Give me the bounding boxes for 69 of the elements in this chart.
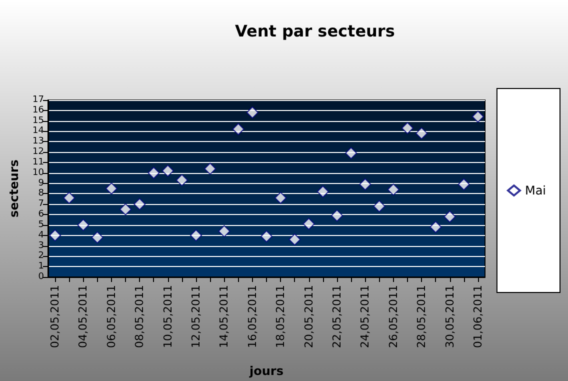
point: [316, 186, 329, 198]
y-tick-label: 10: [32, 168, 44, 178]
x-tick-label: 18,05,2011: [274, 285, 288, 348]
point: [345, 147, 358, 160]
point: [63, 192, 76, 204]
point: [91, 231, 104, 244]
x-tick-label: 22,05,2011: [330, 285, 344, 348]
point: [162, 164, 174, 177]
point: [176, 174, 188, 186]
point: [359, 178, 372, 190]
point: [430, 221, 442, 234]
y-tick-label: 8: [38, 188, 44, 199]
point: [190, 229, 202, 242]
x-tick-label: 26,05,2011: [386, 285, 400, 348]
point: [444, 210, 456, 223]
x-tick-label: 04,05,2011: [76, 285, 90, 348]
x-tick-label: 24,05,2011: [358, 285, 372, 348]
point: [204, 162, 216, 175]
y-tick-label: 1: [38, 262, 44, 272]
point: [134, 198, 146, 210]
y-tick-label: 14: [32, 126, 44, 136]
y-tick-label: 15: [32, 116, 44, 126]
x-axis-title: jours: [248, 364, 284, 378]
x-tick-label: 08,05,2011: [133, 285, 146, 348]
x-tick-label: 10,05,2011: [161, 285, 174, 348]
legend-label: Mai: [524, 184, 546, 198]
y-tick-label: 9: [38, 178, 44, 188]
x-tick-label: 02,05,2011: [48, 285, 62, 348]
point: [148, 166, 160, 179]
point: [387, 184, 400, 196]
x-tick-label: 06,05,2011: [104, 285, 118, 348]
point: [373, 200, 386, 212]
y-tick-label: 11: [32, 157, 44, 168]
x-tick-label: 12,05,2011: [190, 285, 203, 348]
y-tick-label: 7: [38, 199, 44, 210]
y-tick-label: 4: [38, 230, 44, 240]
point: [302, 218, 315, 230]
y-tick-label: 17: [32, 95, 44, 105]
point: [120, 203, 132, 216]
point: [472, 110, 484, 123]
chart-title: Vent par secteurs: [235, 22, 395, 40]
x-tick-label: 28,05,2011: [415, 285, 428, 348]
x-tick-label: 16,05,2011: [246, 285, 259, 348]
point: [274, 192, 287, 204]
point: [416, 127, 428, 140]
x-tick-label: 14,05,2011: [218, 285, 231, 348]
point: [246, 106, 258, 118]
y-tick-label: 16: [32, 105, 44, 116]
point: [232, 123, 244, 136]
y-axis-title: secteurs: [7, 160, 21, 218]
point: [218, 225, 230, 238]
y-tick-label: 12: [32, 147, 44, 158]
x-tick-label: 01,06,2011: [471, 285, 484, 348]
y-tick-label: 2: [38, 251, 44, 262]
point: [288, 234, 301, 246]
y-tick-label: 0: [38, 272, 44, 282]
y-tick-label: 5: [38, 220, 44, 230]
y-tick-label: 6: [38, 210, 44, 220]
point: [49, 229, 62, 242]
y-tick-label: 3: [38, 240, 44, 251]
point: [105, 182, 118, 194]
point: [77, 218, 90, 231]
point: [458, 178, 470, 190]
point: [260, 230, 272, 242]
y-tick-label: 13: [32, 136, 44, 147]
point: [330, 210, 343, 222]
x-tick-label: 30,05,2011: [443, 285, 456, 348]
x-tick-label: 20,05,2011: [302, 285, 316, 348]
point: [401, 122, 414, 134]
